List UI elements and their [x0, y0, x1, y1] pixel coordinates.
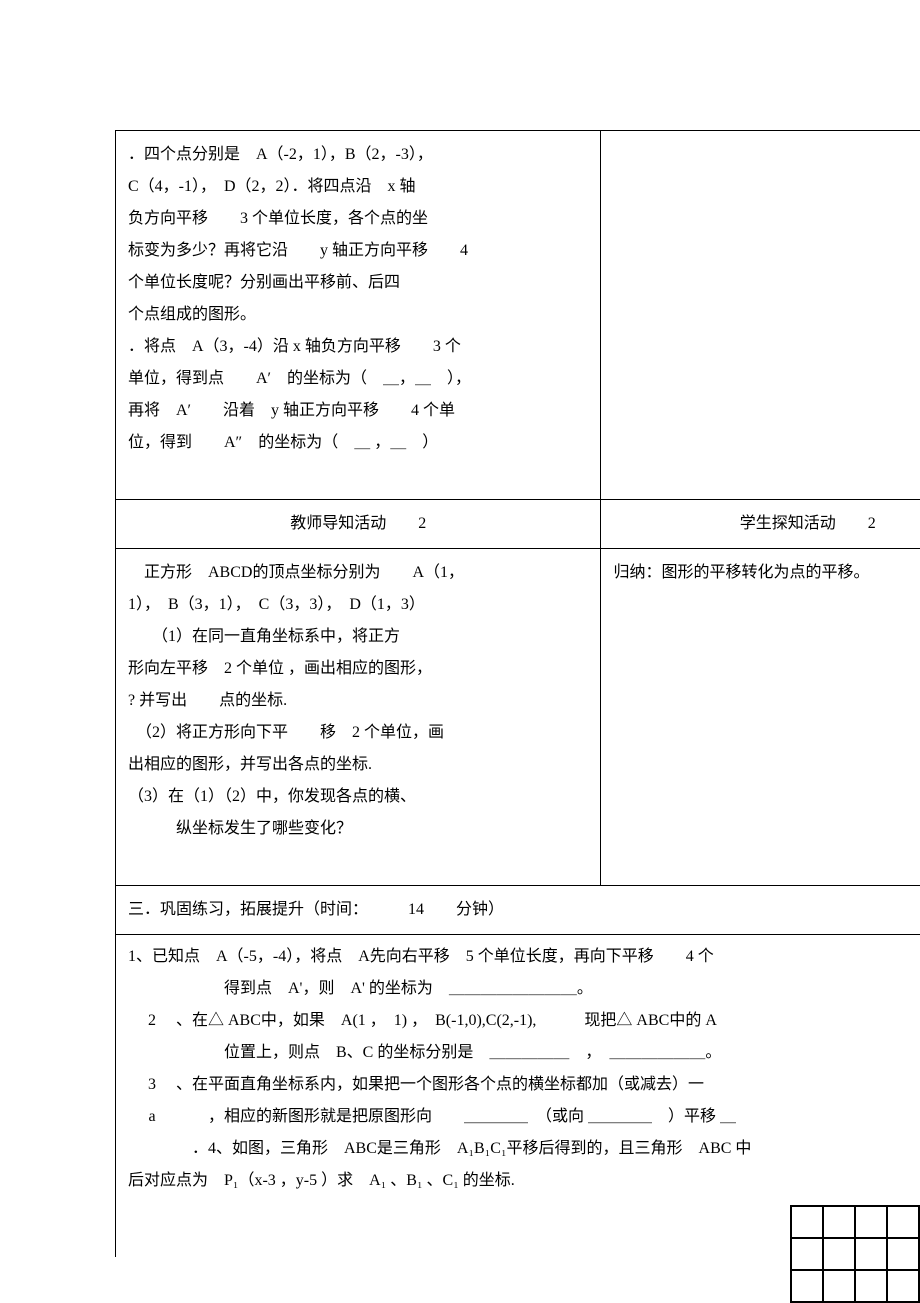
problem-text: a ，相应的新图形就是把原图形向 ＿＿＿＿ （或向 ＿＿＿＿ ）平移 ＿	[128, 1101, 920, 1133]
student-activity-2-cell: 归纳：图形的平移转化为点的平移。	[601, 549, 920, 886]
problem-text: 标变为多少？再将它沿 y 轴正方向平移 4	[128, 235, 588, 267]
problem-text: 后对应点为 P₁（x-3 ，y-5 ）求 A₁ 、B₁ 、C₁ 的坐标.	[128, 1165, 920, 1197]
problem-text: ? 并写出 点的坐标.	[128, 685, 588, 717]
problem-text: 1）， B（3，1）， C（3，3）， D（1，3）	[128, 589, 588, 621]
teacher-activity-1-cell: ．四个点分别是 A（-2，1），B（2，-3）， C（4，-1）， D（2，2）…	[116, 131, 601, 500]
problem-text: （2）将正方形向下平 移 2 个单位，画	[128, 717, 588, 749]
problem-text: 1、已知点 A（-5，-4），将点 A先向右平移 5 个单位长度，再向下平移 4…	[128, 941, 920, 973]
grid-diagram	[790, 1205, 920, 1303]
problem-text: ．四个点分别是 A（-2，1），B（2，-3），	[128, 139, 588, 171]
problem-text: 3、在平面直角坐标系内，如果把一个图形各个点的横坐标都加（或减去）一	[128, 1069, 920, 1101]
problem-text: 单位，得到点 A′ 的坐标为（ ＿，＿ ），	[128, 363, 588, 395]
problem-text: 个点组成的图形。	[128, 299, 588, 331]
problem-text: （1）在同一直角坐标系中，将正方	[128, 621, 588, 653]
problem-text: 正方形 ABCD的顶点坐标分别为 A（1，	[128, 557, 588, 589]
problem-text: C（4，-1）， D（2，2）．将四点沿 x 轴	[128, 171, 588, 203]
problem-text: 2、在△ ABC中，如果 A(1 ， 1) ， B(-1,0),C(2,-1),…	[128, 1005, 920, 1037]
problem-text: 形向左平移 2 个单位 ，画出相应的图形，	[128, 653, 588, 685]
student-header: 学生探知活动 2	[601, 500, 920, 549]
problem-text: 个单位长度呢？分别画出平移前、后四	[128, 267, 588, 299]
section-3-header: 三．巩固练习，拓展提升（时间： 14 分钟）	[116, 886, 920, 935]
problem-text: 再将 A′ 沿着 y 轴正方向平移 4 个单	[128, 395, 588, 427]
problem-text: ．将点 A（3，-4）沿 x 轴负方向平移 3 个	[128, 331, 588, 363]
problem-text: 纵坐标发生了哪些变化？	[128, 813, 588, 845]
teacher-activity-2-cell: 正方形 ABCD的顶点坐标分别为 A（1， 1）， B（3，1）， C（3，3）…	[116, 549, 601, 886]
problem-text: ．4、如图，三角形 ABC是三角形 A₁B₁C₁平移后得到的，且三角形 ABC …	[128, 1133, 920, 1165]
student-activity-1-cell	[601, 131, 920, 500]
problem-text: 得到点 A'，则 A' 的坐标为 ＿＿＿＿＿＿＿＿。	[128, 973, 920, 1005]
problem-text: 负方向平移 3 个单位长度，各个点的坐	[128, 203, 588, 235]
problem-text: 位，得到 A″ 的坐标为（ ＿ ，＿ ）	[128, 427, 588, 459]
problem-text: （3）在（1）（2）中，你发现各点的横、	[128, 781, 588, 813]
problem-text: 位置上，则点 B、C 的坐标分别是 ＿＿＿＿＿ ， ＿＿＿＿＿＿。	[128, 1037, 920, 1069]
problem-text: 出相应的图形，并写出各点的坐标.	[128, 749, 588, 781]
teacher-header: 教师导知活动 2	[116, 500, 601, 549]
summary-text: 归纳：图形的平移转化为点的平移。	[613, 557, 920, 589]
